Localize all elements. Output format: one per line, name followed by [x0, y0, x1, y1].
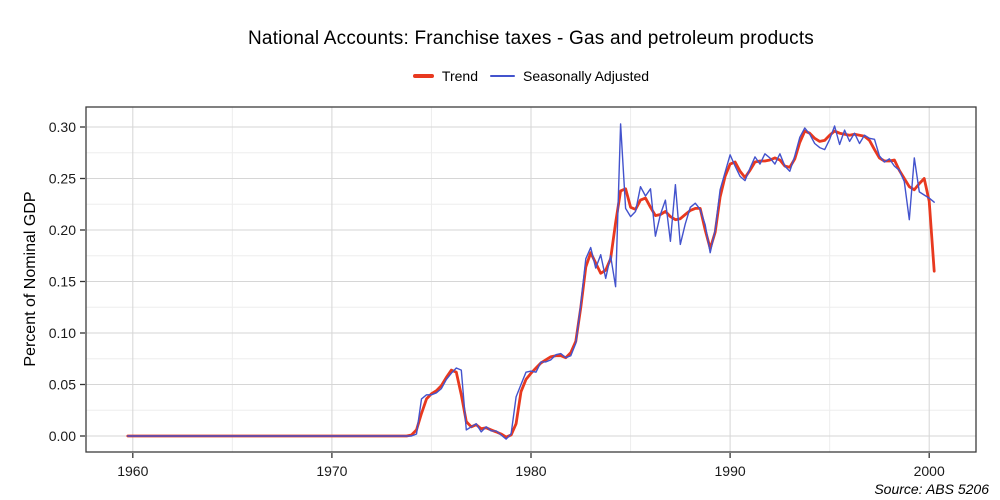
- legend: Trend Seasonally Adjusted: [86, 68, 976, 84]
- x-tick-label: 2000: [914, 463, 945, 479]
- x-tick-label: 1970: [316, 463, 347, 479]
- source-note: Source: ABS 5206: [874, 481, 989, 497]
- x-tick-label: 1960: [117, 463, 148, 479]
- y-tick-label: 0.20: [49, 222, 76, 238]
- y-axis-title: Percent of Nominal GDP: [22, 191, 39, 367]
- panel-border: [85, 106, 977, 453]
- chart-title: National Accounts: Franchise taxes - Gas…: [248, 28, 814, 49]
- legend-item-seasonally-adjusted: Seasonally Adjusted: [489, 68, 650, 84]
- legend-item-trend: Trend: [412, 68, 478, 84]
- y-tick-label: 0.30: [49, 119, 76, 135]
- seasonally-adjusted-line: [127, 123, 935, 440]
- y-tick-label: 0.05: [49, 377, 76, 393]
- seasonally-adjusted-line-swatch: [489, 75, 515, 77]
- legend-label-trend: Trend: [441, 68, 478, 84]
- trend-line-swatch: [412, 74, 434, 78]
- y-tick-label: 0.10: [49, 325, 76, 341]
- legend-label-seasonally-adjusted: Seasonally Adjusted: [522, 68, 650, 84]
- y-tick-label: 0.25: [49, 171, 76, 187]
- y-tick-label: 0.15: [49, 274, 76, 290]
- x-tick-label: 1980: [515, 463, 546, 479]
- x-tick-label: 1990: [715, 463, 746, 479]
- y-tick-label: 0.00: [49, 428, 76, 444]
